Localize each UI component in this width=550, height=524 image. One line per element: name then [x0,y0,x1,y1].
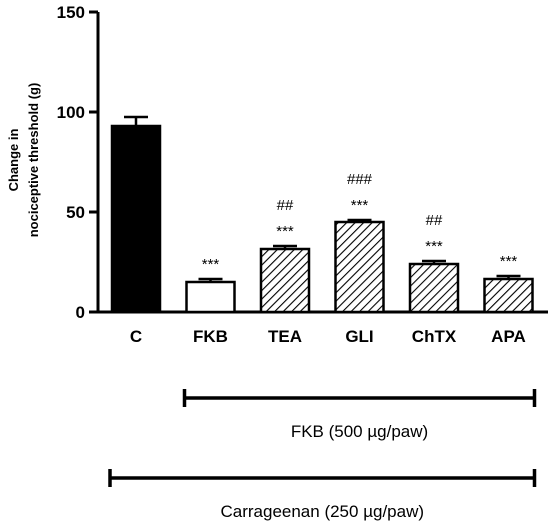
y-ticks: 0 50 100 150 [57,3,98,322]
bar-GLI [334,220,385,314]
significance-annotations: *** *** ## *** ### *** ## *** [202,171,518,273]
category-labels: C FKB TEA GLI ChTX APA [130,327,526,346]
significance-vs-fkb-ChTX: ## [426,212,443,229]
bar-C [110,124,162,314]
bracket-label-1: Carrageenan (250 µg/paw) [220,502,424,521]
significance-GLI: *** [351,197,369,214]
category-label-APA: APA [491,327,526,346]
bar-FKB [185,280,236,314]
significance-vs-fkb-TEA: ## [277,197,294,214]
category-label-TEA: TEA [268,327,302,346]
significance-APA: *** [500,253,518,270]
bracket-label-0: FKB (500 µg/paw) [291,422,428,441]
significance-ChTX: *** [425,238,443,255]
y-axis-label-line-1: Change in [6,129,21,192]
y-tick-label-50: 50 [66,203,85,222]
category-label-ChTX: ChTX [412,327,457,346]
bar-ChTX [408,262,460,314]
category-label-FKB: FKB [193,327,228,346]
significance-TEA: *** [276,223,294,240]
y-tick-label-100: 100 [57,103,85,122]
axes [96,12,548,314]
bars [110,115,534,314]
category-label-GLI: GLI [345,327,373,346]
y-axis-label: Change in nociceptive threshold (g) [6,83,41,238]
significance-FKB: *** [202,256,220,273]
bar-APA [483,277,534,314]
y-tick-label-0: 0 [76,303,85,322]
significance-vs-fkb-GLI: ### [347,171,373,188]
bar-TEA [259,247,311,314]
category-label-C: C [130,327,142,346]
y-axis-label-line-2: nociceptive threshold (g) [26,83,41,238]
treatment-brackets: FKB (500 µg/paw) Carrageenan (250 µg/paw) [108,389,537,521]
y-tick-label-150: 150 [57,3,85,22]
